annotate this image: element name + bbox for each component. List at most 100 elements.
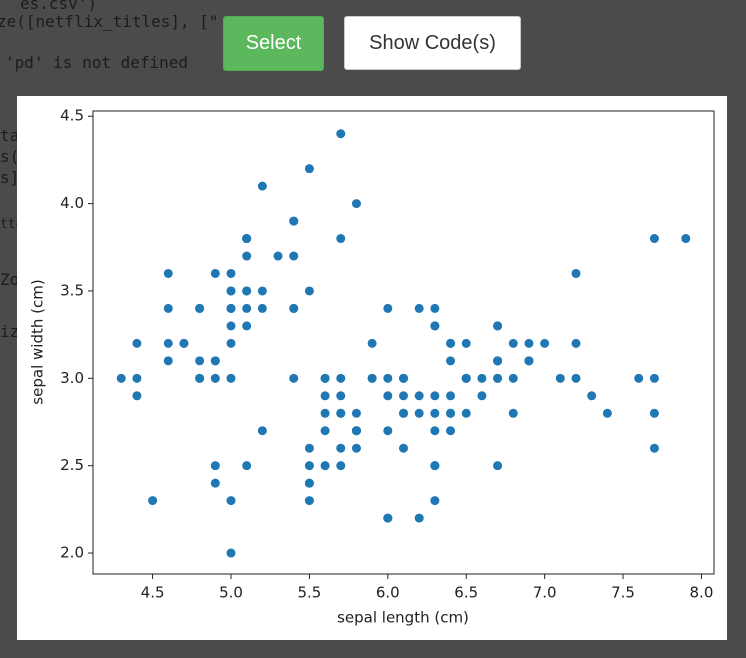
chart: sepal length (cm) sepal width (cm) 4.5 5.…: [29, 107, 715, 627]
code-text: 'pd' is not defined: [5, 53, 189, 72]
data-point: [242, 461, 252, 471]
data-point: [304, 164, 314, 174]
data-point: [210, 356, 220, 366]
data-point: [163, 356, 173, 366]
data-point: [477, 373, 487, 383]
data-point: [446, 426, 456, 436]
y-tick-label: 4.5: [60, 107, 84, 125]
data-point: [226, 373, 236, 383]
data-point: [430, 391, 440, 401]
data-point: [430, 426, 440, 436]
data-point: [508, 338, 518, 348]
axes-frame: [92, 110, 715, 575]
data-point: [493, 321, 503, 331]
data-point: [399, 443, 408, 453]
x-tick-label: 5.5: [297, 584, 321, 602]
data-point: [132, 373, 142, 383]
data-point: [210, 461, 220, 471]
data-point: [336, 373, 346, 383]
data-point: [195, 373, 205, 383]
data-point: [242, 321, 252, 331]
data-point: [649, 373, 659, 383]
data-point: [430, 303, 440, 313]
data-point: [446, 338, 456, 348]
data-point: [257, 426, 267, 436]
data-point: [430, 496, 440, 506]
data-point: [336, 129, 346, 139]
x-tick-label: 7.0: [533, 584, 557, 602]
data-point: [336, 408, 346, 418]
data-point: [461, 338, 471, 348]
data-point: [571, 338, 581, 348]
data-point: [195, 356, 205, 366]
data-point: [383, 513, 393, 523]
data-point: [602, 408, 612, 418]
data-point: [446, 391, 456, 401]
select-button[interactable]: Select: [223, 16, 324, 71]
data-point: [461, 373, 471, 383]
x-tick-label: 4.5: [141, 584, 165, 602]
data-point: [226, 268, 236, 278]
data-point: [430, 408, 440, 418]
data-point: [493, 461, 503, 471]
data-point: [681, 234, 691, 244]
data-point: [461, 408, 471, 418]
data-point: [257, 286, 267, 296]
data-point: [446, 356, 456, 366]
data-point: [634, 373, 644, 383]
data-point: [414, 303, 424, 313]
data-point: [257, 181, 267, 191]
data-point: [226, 303, 236, 313]
data-point: [304, 496, 314, 506]
code-text: iz: [0, 322, 20, 341]
data-point: [336, 391, 346, 401]
data-point: [493, 356, 503, 366]
data-point: [493, 373, 503, 383]
data-point: [226, 496, 236, 506]
data-point: [148, 496, 158, 506]
data-point: [320, 391, 330, 401]
y-tick-label: 3.0: [60, 369, 84, 387]
data-point: [524, 338, 534, 348]
data-point: [304, 443, 314, 453]
data-point: [383, 303, 393, 313]
y-axis-label: sepal width (cm): [29, 279, 47, 404]
data-point: [242, 286, 252, 296]
data-point: [430, 321, 440, 331]
data-point: [508, 408, 518, 418]
data-point: [399, 373, 408, 383]
data-point: [320, 373, 330, 383]
data-point: [571, 268, 581, 278]
data-point: [399, 408, 408, 418]
data-point: [336, 461, 346, 471]
x-tick-label: 6.0: [376, 584, 400, 602]
data-point: [226, 321, 236, 331]
data-point: [163, 303, 173, 313]
data-point: [210, 268, 220, 278]
data-point: [351, 426, 361, 436]
data-point: [383, 426, 393, 436]
data-point: [289, 251, 299, 261]
data-point: [242, 234, 252, 244]
data-point: [336, 234, 346, 244]
data-point: [587, 391, 597, 401]
data-point: [351, 199, 361, 209]
data-point: [399, 391, 408, 401]
data-point: [649, 234, 659, 244]
show-code-button[interactable]: Show Code(s): [344, 16, 521, 70]
y-tick-label: 2.0: [60, 544, 84, 562]
data-point: [242, 251, 252, 261]
data-point: [210, 373, 220, 383]
data-point: [320, 408, 330, 418]
data-point: [540, 338, 550, 348]
data-point: [163, 268, 173, 278]
data-point: [414, 513, 424, 523]
data-point: [289, 216, 299, 226]
data-point: [571, 373, 581, 383]
data-point: [414, 391, 424, 401]
y-tick-label: 4.0: [60, 194, 84, 212]
data-point: [304, 478, 314, 488]
data-point: [524, 356, 534, 366]
data-point: [226, 338, 236, 348]
